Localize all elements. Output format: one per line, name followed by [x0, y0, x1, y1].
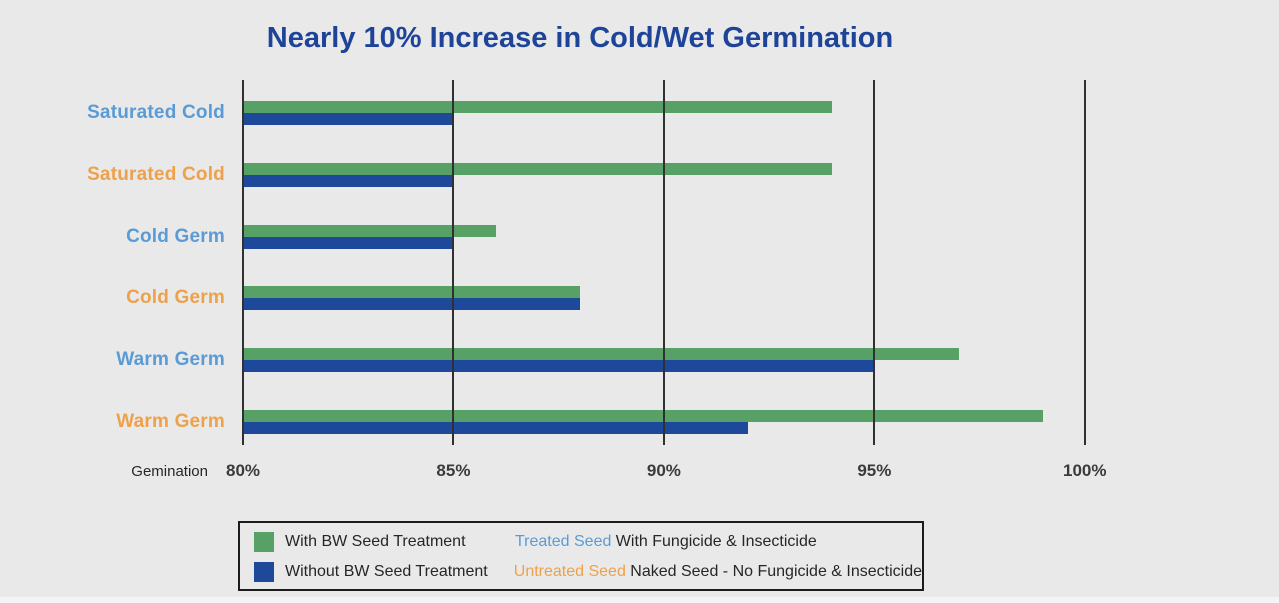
bar-without-treatment [243, 174, 454, 187]
plot-area [242, 80, 1190, 445]
gridline-85 [452, 80, 455, 445]
bar-with-treatment [243, 410, 1043, 422]
tick-label-95: 95% [857, 461, 892, 480]
tick-label-80: 80% [225, 461, 261, 480]
category-axis-labels: Saturated Cold Saturated Cold Cold Germ Col… [0, 80, 225, 445]
legend-rest-treated: With Fungicide & Insecticide [611, 533, 817, 550]
category-label: Cold Germ [126, 287, 225, 309]
legend-highlight-untreated-seed: Untreated Seed [513, 563, 626, 580]
legend-box: With BW Seed Treatment Treated Seed With… [238, 521, 924, 591]
category-label: Saturated Cold [87, 102, 225, 123]
bottom-edge [0, 597, 1279, 603]
bar-with-treatment [243, 286, 580, 299]
bar-with-treatment [243, 224, 496, 237]
gridline-90 [662, 80, 665, 445]
gridline-95 [873, 80, 876, 445]
tick-label-100: 100% [1063, 461, 1107, 480]
gridline-80 [242, 80, 244, 445]
bar-without-treatment [243, 298, 580, 311]
bar-without-treatment [243, 236, 454, 249]
bar-without-treatment [243, 422, 749, 434]
bar-with-treatment [243, 348, 959, 361]
legend-swatch-blue [254, 562, 274, 582]
tick-label-85: 85% [436, 461, 471, 480]
gridline-100 [1083, 80, 1086, 445]
bar-without-treatment [243, 360, 875, 373]
legend-label-without-treatment: Without BW Seed Treatment [285, 563, 488, 580]
legend-label-with-treatment: With BW Seed Treatment [285, 533, 466, 550]
x-axis-ticks: 80% 85% 90% 95% 100% [226, 461, 1190, 485]
bar-with-treatment [243, 162, 833, 175]
x-axis-caption: Gemination [131, 463, 208, 480]
legend-desc-treated: Treated Seed With Fungicide & Insecticid… [515, 533, 817, 551]
category-label: Saturated Cold [87, 163, 225, 185]
bar-without-treatment [243, 113, 454, 125]
category-label: Warm Germ [116, 349, 225, 371]
legend-highlight-treated-seed: Treated Seed [515, 533, 612, 550]
chart-title: Nearly 10% Increase in Cold/Wet Germinat… [266, 22, 894, 54]
category-label: Cold Germ [126, 225, 225, 247]
legend-row-with-treatment: With BW Seed Treatment Treated Seed With… [254, 531, 922, 553]
legend-row-without-treatment: Without BW Seed Treatment Untreated Seed… [254, 561, 922, 583]
category-label: Warm Germ [116, 411, 225, 432]
legend-rest-untreated: Naked Seed - No Fungicide & Insecticide [625, 563, 922, 580]
tick-label-90: 90% [646, 461, 681, 480]
legend-desc-untreated: Untreated Seed Naked Seed - No Fungicide… [514, 563, 922, 581]
bar-with-treatment [243, 101, 833, 113]
legend-swatch-green [254, 532, 274, 552]
